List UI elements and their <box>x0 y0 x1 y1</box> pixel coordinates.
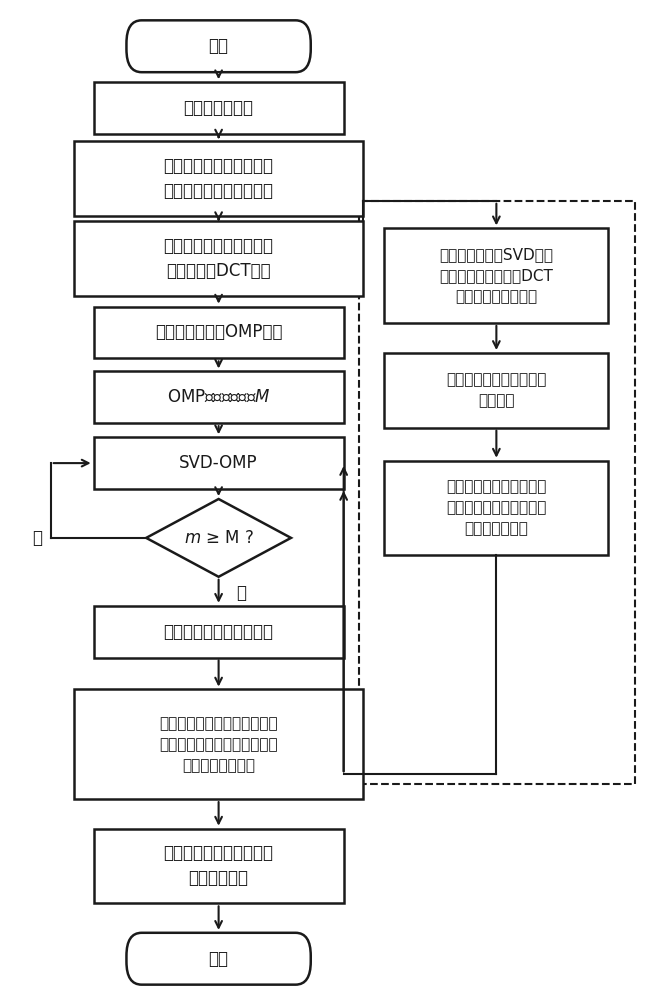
Polygon shape <box>146 499 291 577</box>
Text: 获得各重构后的分解分量: 获得各重构后的分解分量 <box>164 623 274 641</box>
Bar <box>94 307 344 358</box>
Text: 开始: 开始 <box>209 37 229 55</box>
Bar <box>385 461 608 555</box>
Bar <box>385 228 608 323</box>
Text: 待分解振动信号: 待分解振动信号 <box>184 99 254 117</box>
Text: 获得每次迭代选取的字典
原子索引: 获得每次迭代选取的字典 原子索引 <box>446 372 547 408</box>
Bar <box>94 829 344 903</box>
Bar <box>74 221 364 296</box>
Bar <box>94 437 344 489</box>
Text: 根据皮尔逊相关系数准则选取
与原信号相关性最大的分量进
行解调包络谱分析: 根据皮尔逊相关系数准则选取 与原信号相关性最大的分量进 行解调包络谱分析 <box>159 716 278 773</box>
Bar <box>94 82 344 134</box>
Bar <box>94 371 344 423</box>
FancyBboxPatch shape <box>126 20 311 72</box>
Bar <box>359 201 635 784</box>
Text: 否: 否 <box>32 529 42 547</box>
Bar <box>74 141 364 216</box>
Bar <box>74 689 364 799</box>
Text: 是: 是 <box>237 584 247 602</box>
Text: 结束: 结束 <box>209 950 229 968</box>
Text: 根据获得的原子索引选取
无噪字典中对应的字典原
子获得重构信号: 根据获得的原子索引选取 无噪字典中对应的字典原 子获得重构信号 <box>446 479 547 536</box>
Text: 融合指标改进的OMP设置: 融合指标改进的OMP设置 <box>155 323 282 341</box>
Bar <box>385 353 608 428</box>
Text: 为划分后的各个分量信号
构造无噪声DCT字典: 为划分后的各个分量信号 构造无噪声DCT字典 <box>164 237 274 280</box>
Text: 结合齿轮故障特征频率，
得到诊断结果: 结合齿轮故障特征频率， 得到诊断结果 <box>164 844 274 887</box>
FancyBboxPatch shape <box>126 933 311 985</box>
Text: $m$ ≥ M ?: $m$ ≥ M ? <box>184 529 254 547</box>
Text: 使用尺度空间将信号根据
频带进行划分为若干分量: 使用尺度空间将信号根据 频带进行划分为若干分量 <box>164 157 274 200</box>
Text: OMP中的迭代次数$M$: OMP中的迭代次数$M$ <box>167 388 270 406</box>
Text: 每次迭代中根据SVD为每
个分量构造含噪声的DCT
字典所需添加的噪声: 每次迭代中根据SVD为每 个分量构造含噪声的DCT 字典所需添加的噪声 <box>440 247 553 304</box>
Text: SVD-OMP: SVD-OMP <box>179 454 258 472</box>
Bar <box>94 606 344 658</box>
